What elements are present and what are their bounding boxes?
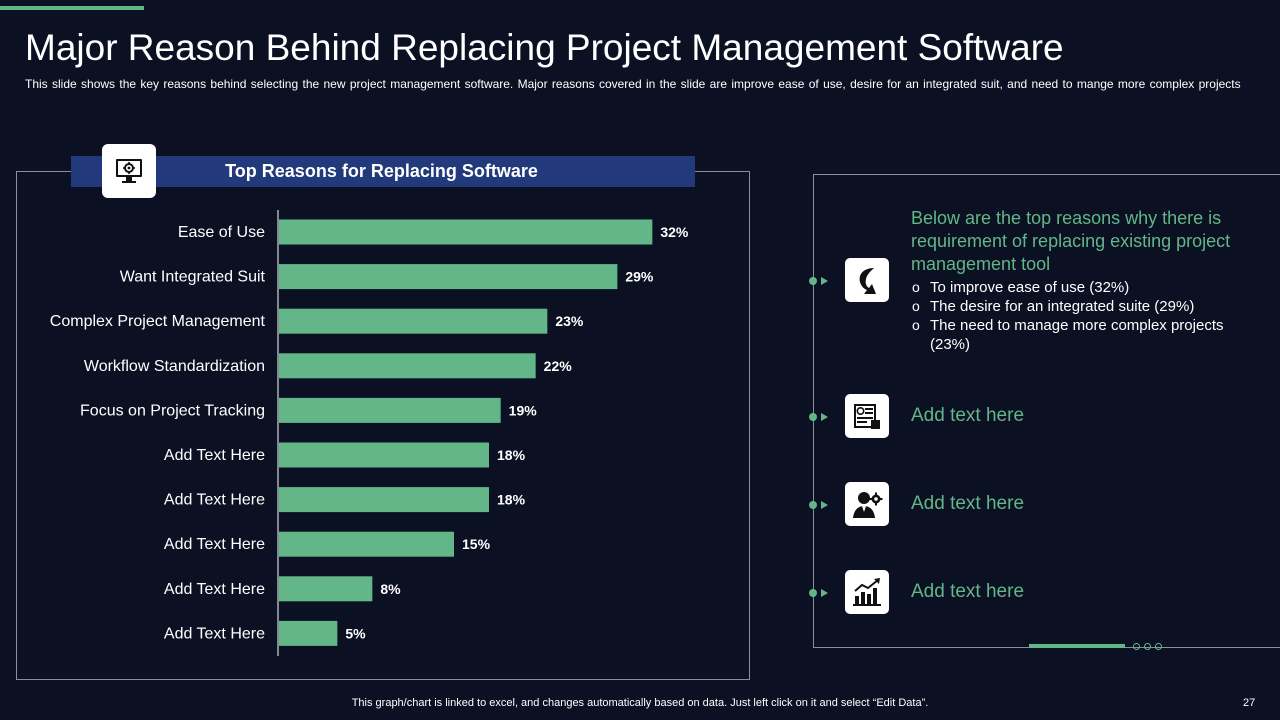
category-label: Focus on Project Tracking <box>80 402 265 419</box>
bar[interactable] <box>279 442 489 468</box>
item-4-marker <box>809 587 829 599</box>
value-label: 29% <box>625 269 654 285</box>
person-gear-icon <box>845 482 889 526</box>
value-label: 32% <box>660 224 689 240</box>
value-label: 19% <box>509 402 538 418</box>
value-label: 8% <box>380 581 401 597</box>
bar[interactable] <box>279 620 338 646</box>
category-label: Add Text Here <box>164 581 265 598</box>
value-label: 15% <box>462 536 491 552</box>
slide-subtitle: This slide shows the key reasons behind … <box>25 77 1241 91</box>
value-label: 18% <box>497 492 526 508</box>
bar[interactable] <box>279 397 501 423</box>
dot-2 <box>1144 643 1151 650</box>
bullet-item: The desire for an integrated suite (29%) <box>912 297 1232 316</box>
right-panel-accent-bar <box>1029 644 1125 648</box>
category-label: Add Text Here <box>164 447 265 464</box>
pagination-dots <box>1133 643 1162 650</box>
reason-bullet-list: To improve ease of use (32%) The desire … <box>912 278 1232 354</box>
category-label: Add Text Here <box>164 536 265 553</box>
category-label: Complex Project Management <box>50 313 266 330</box>
chart-header: Top Reasons for Replacing Software <box>71 156 695 187</box>
category-label: Add Text Here <box>164 492 265 509</box>
item-3-marker <box>809 499 829 511</box>
value-label: 22% <box>544 358 573 374</box>
value-label: 18% <box>497 447 526 463</box>
bar[interactable] <box>279 219 653 245</box>
footer-note: This graph/chart is linked to excel, and… <box>351 697 929 709</box>
value-label: 23% <box>555 313 584 329</box>
page-number: 27 <box>1243 697 1256 709</box>
bullet-item: To improve ease of use (32%) <box>912 278 1232 297</box>
bar[interactable] <box>279 308 548 334</box>
item-3-text: Add text here <box>911 493 1025 514</box>
dot-1 <box>1133 643 1140 650</box>
arrow-turn-icon <box>845 258 889 302</box>
chart-title: Top Reasons for Replacing Software <box>225 161 538 181</box>
growth-chart-icon <box>845 570 889 614</box>
bar[interactable] <box>279 353 536 379</box>
bar-chart[interactable]: Ease of Use 32% Want Integrated Suit 29% Com… <box>0 0 760 680</box>
dot-3 <box>1155 643 1162 650</box>
bar[interactable] <box>279 531 454 557</box>
category-label: Workflow Standardization <box>84 358 265 375</box>
slide-title: Major Reason Behind Replacing Project Ma… <box>25 27 1064 68</box>
category-label: Ease of Use <box>178 224 265 241</box>
top-accent-bar <box>0 6 144 10</box>
category-label: Add Text Here <box>164 625 265 642</box>
document-settings-icon <box>845 394 889 438</box>
bar[interactable] <box>279 487 489 513</box>
bar[interactable] <box>279 264 618 290</box>
item-1-marker <box>809 275 829 287</box>
bar[interactable] <box>279 576 373 602</box>
category-label: Want Integrated Suit <box>120 269 266 286</box>
item-2-text: Add text here <box>911 405 1025 426</box>
intro-text: Below are the top reasons why there is r… <box>911 208 1231 274</box>
monitor-settings-icon <box>102 144 156 198</box>
value-label: 5% <box>345 625 366 641</box>
bullet-item: The need to manage more complex projects… <box>912 316 1232 354</box>
item-2-marker <box>809 411 829 423</box>
item-4-text: Add text here <box>911 581 1025 602</box>
